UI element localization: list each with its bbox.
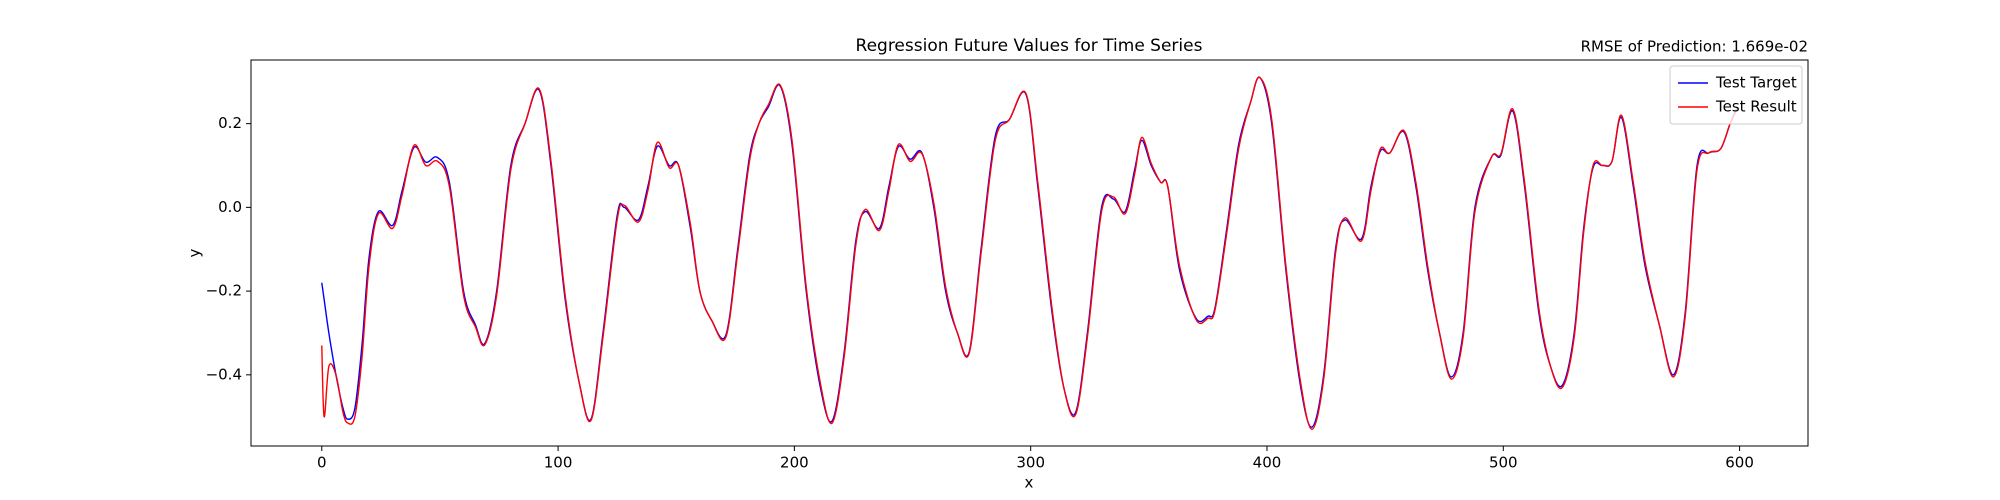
y-tick-label: 0.2 bbox=[218, 114, 242, 132]
x-tick-label: 300 bbox=[1016, 454, 1045, 472]
legend-box bbox=[1669, 65, 1803, 125]
y-tick-label: −0.4 bbox=[206, 365, 242, 383]
chart-title: Regression Future Values for Time Series bbox=[856, 36, 1203, 56]
x-tick-label: 0 bbox=[317, 454, 327, 472]
x-axis-label: x bbox=[1025, 474, 1034, 492]
y-tick-label: 0.0 bbox=[218, 198, 242, 216]
y-tick-label: −0.2 bbox=[206, 282, 242, 300]
annotation: RMSE of Prediction: 1.669e-02 bbox=[1581, 38, 1808, 56]
series-line bbox=[321, 76, 1738, 428]
x-tick-label: 200 bbox=[780, 454, 809, 472]
x-tick-label: 500 bbox=[1489, 454, 1518, 472]
plot-frame bbox=[250, 59, 1809, 447]
legend-label: Test Result bbox=[1715, 98, 1797, 116]
x-tick-label: 100 bbox=[544, 454, 573, 472]
x-tick-label: 400 bbox=[1253, 454, 1282, 472]
legend-label: Test Target bbox=[1715, 74, 1797, 92]
x-tick-label: 600 bbox=[1725, 454, 1754, 472]
series-line bbox=[321, 76, 1738, 430]
y-axis-label: y bbox=[186, 248, 204, 257]
